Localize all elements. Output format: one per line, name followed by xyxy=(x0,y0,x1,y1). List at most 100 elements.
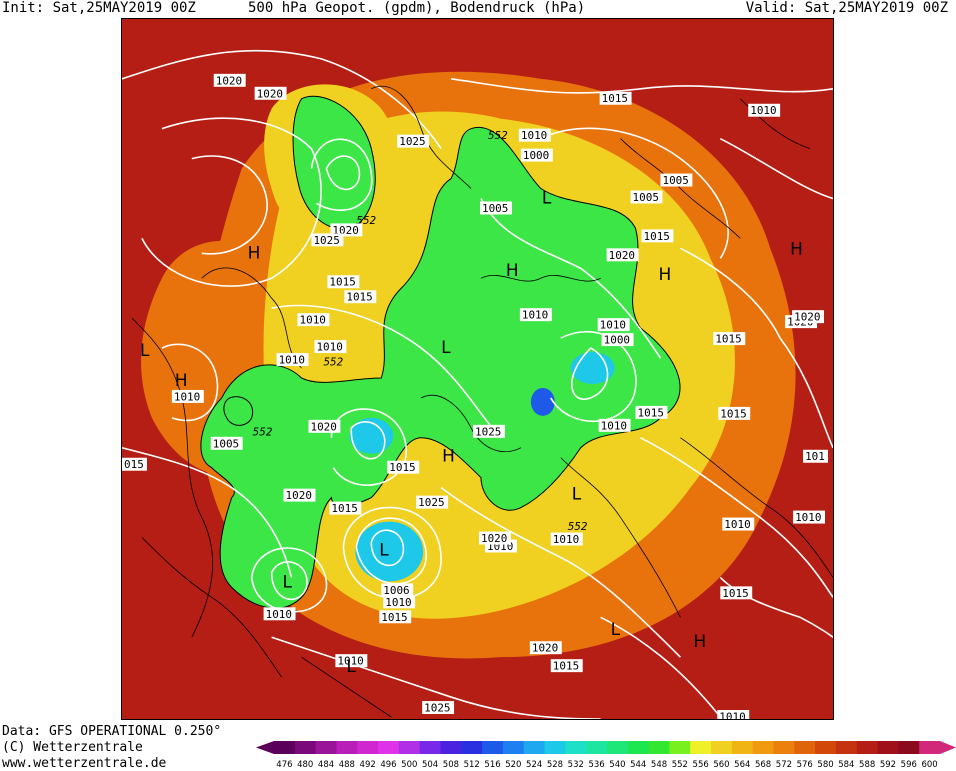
svg-text:1010: 1010 xyxy=(600,319,626,332)
legend-swatch xyxy=(502,741,525,754)
isobar-label: 1015 xyxy=(713,332,746,346)
svg-text:1020: 1020 xyxy=(794,311,820,324)
isobar-label: 1015 xyxy=(635,405,668,419)
legend-tick-label: 592 xyxy=(880,760,896,770)
svg-text:1010: 1010 xyxy=(750,104,776,117)
svg-text:1005: 1005 xyxy=(662,174,688,187)
svg-text:1000: 1000 xyxy=(604,334,630,347)
svg-text:1015: 1015 xyxy=(346,291,372,304)
isobar-label: 1005 xyxy=(630,190,663,204)
svg-text:1020: 1020 xyxy=(286,489,312,502)
data-source-label: Data: GFS OPERATIONAL 0.250° xyxy=(2,724,222,739)
legend-swatch xyxy=(461,741,483,754)
legend-tick-label: 536 xyxy=(588,760,604,770)
svg-text:1010: 1010 xyxy=(279,354,305,367)
legend-tick-label: 508 xyxy=(443,760,459,770)
legend-tick-label: 488 xyxy=(339,760,355,770)
legend-swatch xyxy=(648,741,670,754)
website-label: www.wetterzentrale.de xyxy=(2,756,167,771)
legend-swatch xyxy=(752,741,774,754)
isobar-label: 552 xyxy=(488,129,508,142)
legend-tick-label: 600 xyxy=(921,760,937,770)
svg-text:1010: 1010 xyxy=(337,655,363,668)
isobar-label: 1005 xyxy=(210,436,243,450)
legend-tick-label: 496 xyxy=(380,760,396,770)
legend-swatch xyxy=(544,741,566,754)
legend-swatch xyxy=(523,741,546,754)
legend-swatch xyxy=(815,741,837,754)
isobar-label: 1020 xyxy=(792,310,825,324)
svg-text:1025: 1025 xyxy=(313,234,339,247)
legend-swatch xyxy=(835,741,858,754)
legend-tick-label: 564 xyxy=(734,760,750,770)
legend-tick-label: 524 xyxy=(526,760,542,770)
isobar-label: 1000 xyxy=(520,148,553,162)
isobar-label: 1015 xyxy=(387,460,420,474)
low-pressure-marker: L xyxy=(346,656,356,676)
legend-tick-label: 492 xyxy=(360,760,376,770)
isobar-label: 1010 xyxy=(171,389,204,403)
svg-text:1015: 1015 xyxy=(329,276,355,289)
legend-tick-label: 560 xyxy=(713,760,729,770)
svg-text:1025: 1025 xyxy=(475,425,501,438)
svg-text:1020: 1020 xyxy=(216,74,242,87)
high-pressure-marker: H xyxy=(442,446,455,466)
legend-swatch xyxy=(565,741,587,754)
legend-tick-label: 504 xyxy=(422,760,438,770)
high-pressure-marker: H xyxy=(248,242,261,262)
isobar-label: 1010 xyxy=(598,418,631,432)
legend-tick-label: 568 xyxy=(755,760,771,770)
svg-text:1010: 1010 xyxy=(553,533,579,546)
weather-map[interactable]: 1020 1020 1025 552 1010 1015 1010 1000 1005 1005 1… xyxy=(121,18,834,720)
legend-tick-label: 596 xyxy=(901,760,917,770)
isobar-label: 1000 xyxy=(601,333,634,347)
legend-swatch xyxy=(627,741,650,754)
svg-text:1015: 1015 xyxy=(602,92,628,105)
legend-swatch xyxy=(669,741,691,754)
svg-text:1010: 1010 xyxy=(724,518,750,531)
legend-swatch xyxy=(419,741,441,754)
isobar-label: 552 xyxy=(323,356,343,369)
isobar-label: 1010 xyxy=(297,313,330,327)
svg-text:1010: 1010 xyxy=(521,129,547,142)
svg-text:1020: 1020 xyxy=(481,532,507,545)
svg-text:552: 552 xyxy=(568,520,588,533)
legend-swatch xyxy=(898,741,920,754)
legend-swatch xyxy=(357,741,379,754)
isobar-label: 1010 xyxy=(550,532,583,546)
svg-text:1005: 1005 xyxy=(213,437,239,450)
svg-text:1000: 1000 xyxy=(523,149,549,162)
svg-text:1010: 1010 xyxy=(522,309,548,322)
isobar-label: 1010 xyxy=(717,710,750,719)
low-pressure-marker: L xyxy=(611,619,621,639)
svg-text:1020: 1020 xyxy=(532,642,558,655)
legend-swatch xyxy=(482,741,504,754)
svg-text:101: 101 xyxy=(805,450,825,463)
legend-tick-label: 552 xyxy=(672,760,688,770)
isobar-label: 1015 xyxy=(550,659,583,673)
low-core-cyan-east xyxy=(570,352,615,384)
svg-text:1020: 1020 xyxy=(257,87,283,100)
legend-swatch xyxy=(336,741,358,754)
svg-text:1015: 1015 xyxy=(715,333,741,346)
isobar-label: 1015 xyxy=(344,290,377,304)
legend-swatch xyxy=(773,741,795,754)
isobar-label: 1010 xyxy=(722,517,755,531)
high-pressure-marker: H xyxy=(790,238,803,258)
svg-text:1015: 1015 xyxy=(720,407,746,420)
legend-swatch xyxy=(294,741,317,754)
low-core-cyan xyxy=(349,417,394,454)
legend-swatch xyxy=(877,741,899,754)
legend-swatch xyxy=(690,741,712,754)
isobar-label: 1005 xyxy=(479,201,512,215)
svg-text:1005: 1005 xyxy=(482,202,508,215)
svg-text:1006: 1006 xyxy=(383,584,409,597)
valid-time-label: Valid: Sat,25MAY2019 00Z xyxy=(745,0,948,16)
init-time-label: Init: Sat,25MAY2019 00Z xyxy=(2,0,196,16)
low-pressure-marker: L xyxy=(572,484,582,504)
isobar-label: 1015 xyxy=(379,610,412,624)
low-core-cyan-south xyxy=(355,521,424,582)
isobar-lines xyxy=(122,49,833,719)
isobar-label: 1025 xyxy=(416,495,449,509)
isobar-label: 1010 xyxy=(597,318,630,332)
